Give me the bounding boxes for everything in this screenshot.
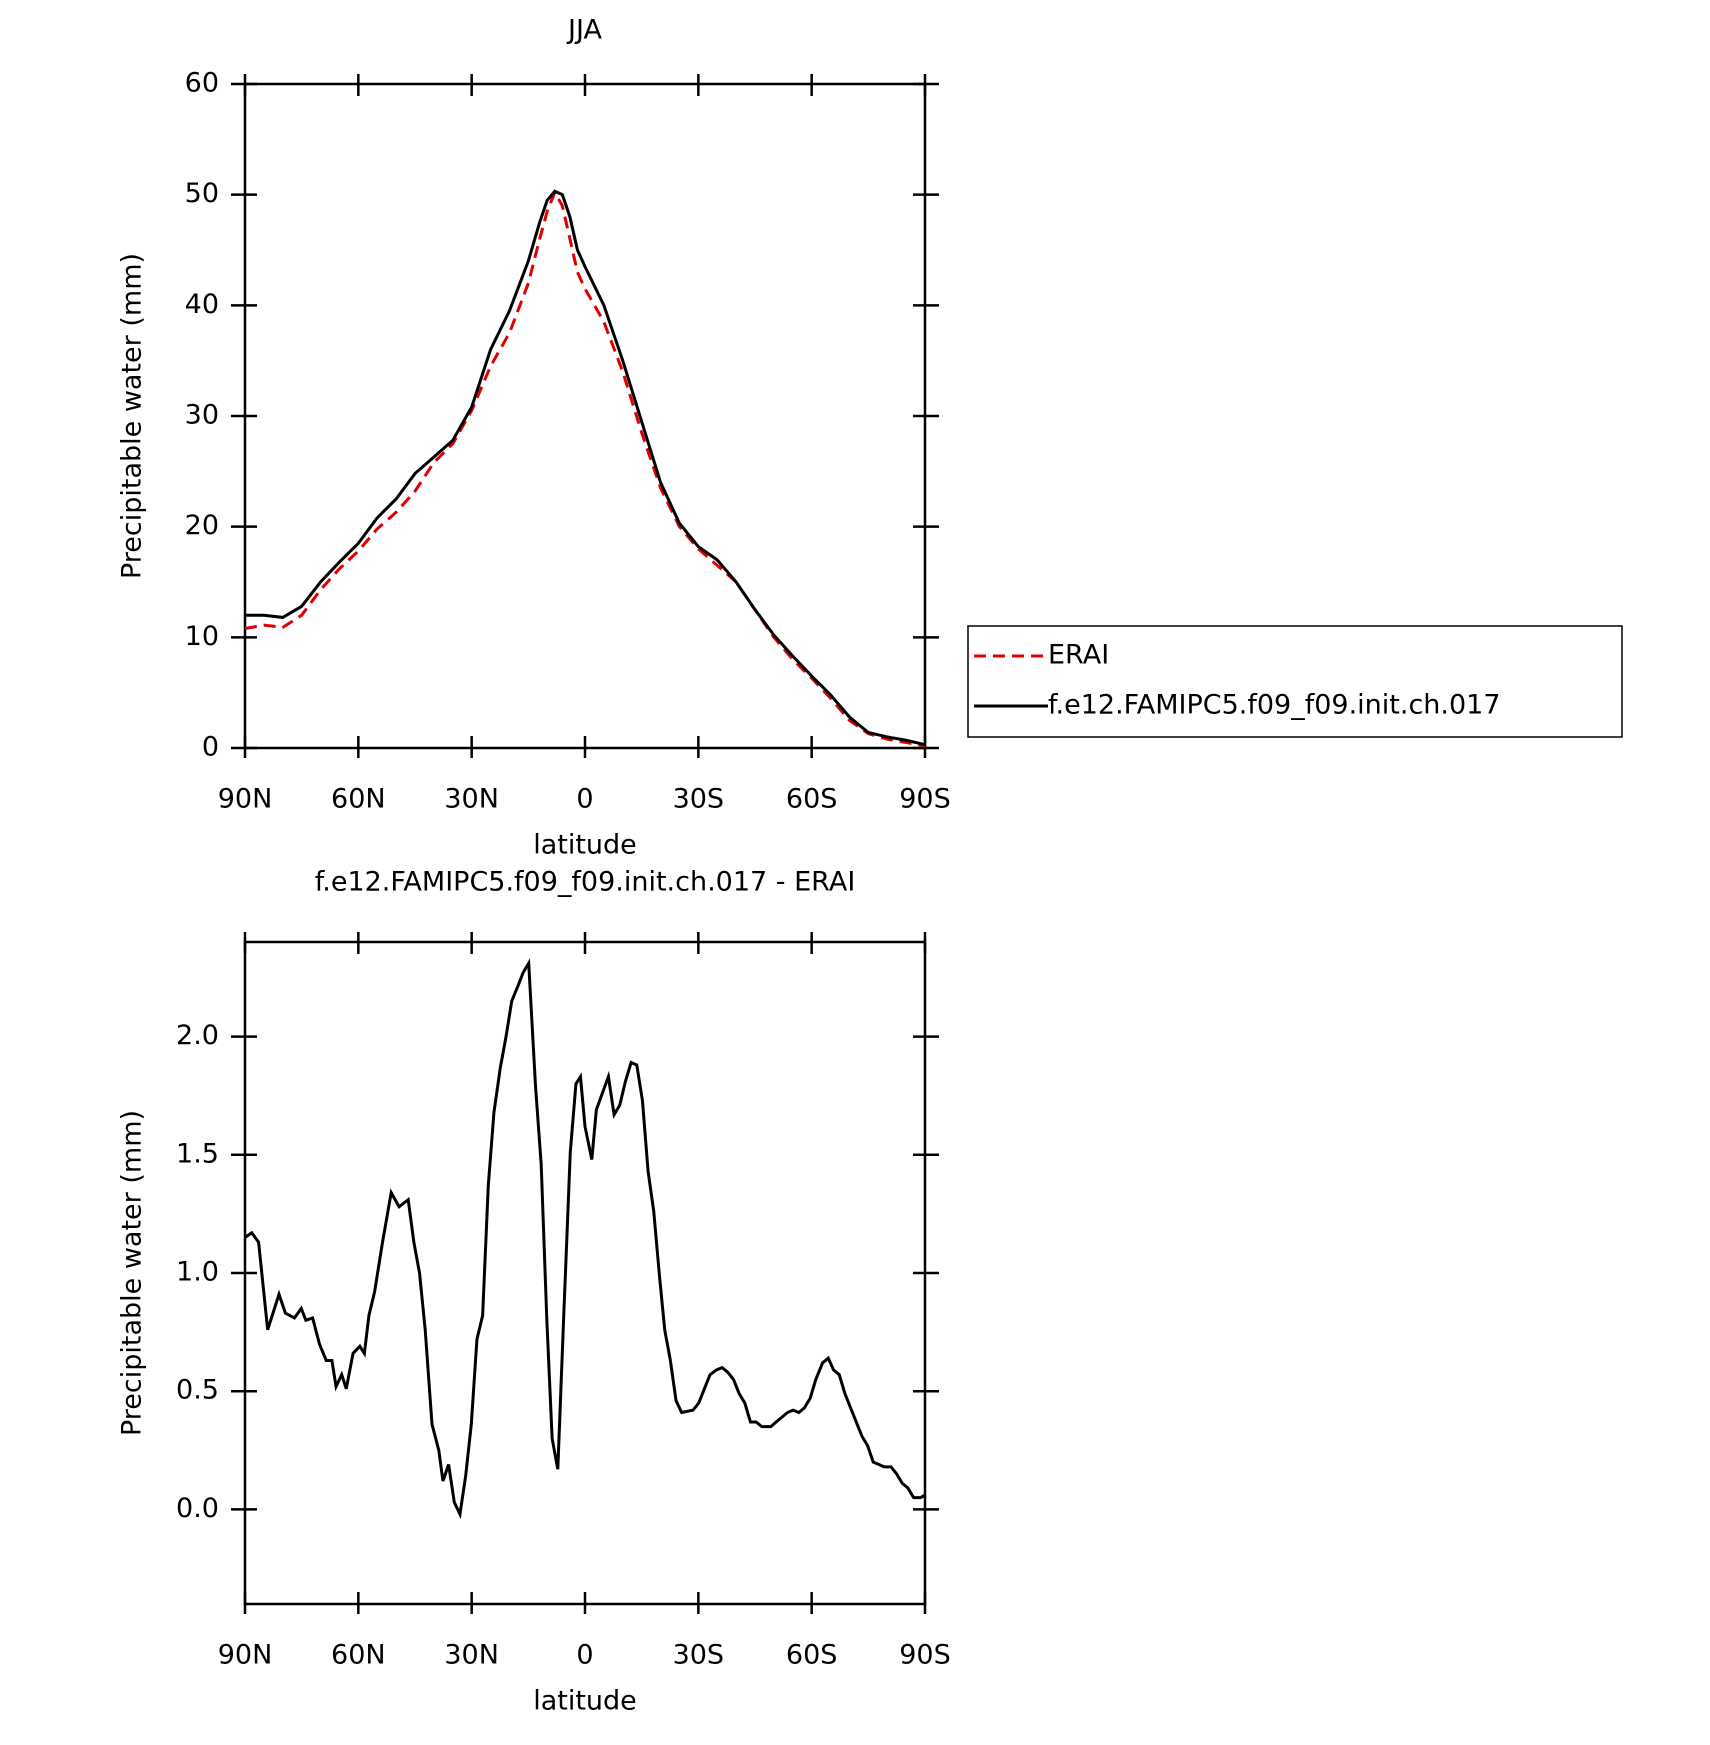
y-tick-label: 50 [185,178,219,209]
chart-title: f.e12.FAMIPC5.f09_f09.init.ch.017 - ERAI [315,867,856,898]
x-tick-label: 30S [673,1640,725,1671]
x-tick-label: 90N [218,784,273,815]
x-tick-label: 60N [331,784,386,815]
plot-frame [243,940,927,1606]
y-tick-label: 10 [185,621,219,652]
x-tick-label: 60S [786,784,838,815]
legend-box [967,625,1623,738]
x-tick-label: 0 [576,784,593,815]
y-tick-label: 0 [202,732,219,763]
y-tick-label: 2.0 [176,1020,219,1051]
data-line [245,189,926,747]
x-tick-label: 90S [899,1640,951,1671]
legend-label: ERAI [1048,640,1109,671]
x-tick-label: 30N [444,1640,499,1671]
y-axis-label: Precipitable water (mm) [117,253,148,579]
legend-label: f.e12.FAMIPC5.f09_f09.init.ch.017 [1048,690,1501,721]
y-tick-label: 1.0 [176,1257,219,1288]
data-line [244,189,926,748]
data-line [244,958,926,1520]
y-tick-label: 0.0 [176,1493,219,1524]
y-tick-label: 40 [185,289,219,320]
x-axis-label: latitude [533,830,637,861]
x-tick-label: 60N [331,1640,386,1671]
x-tick-label: 30S [673,784,725,815]
x-tick-label: 90S [899,784,951,815]
x-tick-label: 60S [786,1640,838,1671]
plot-frame [243,82,927,750]
y-tick-label: 1.5 [176,1138,219,1169]
y-tick-label: 60 [185,68,219,99]
x-axis-label: latitude [533,1686,637,1717]
y-tick-label: 20 [185,510,219,541]
x-tick-label: 90N [218,1640,273,1671]
y-tick-label: 30 [185,400,219,431]
chart-title: JJA [566,15,602,46]
x-tick-label: 30N [444,784,499,815]
x-tick-label: 0 [576,1640,593,1671]
y-axis-label: Precipitable water (mm) [117,1110,148,1436]
y-tick-label: 0.5 [176,1375,219,1406]
